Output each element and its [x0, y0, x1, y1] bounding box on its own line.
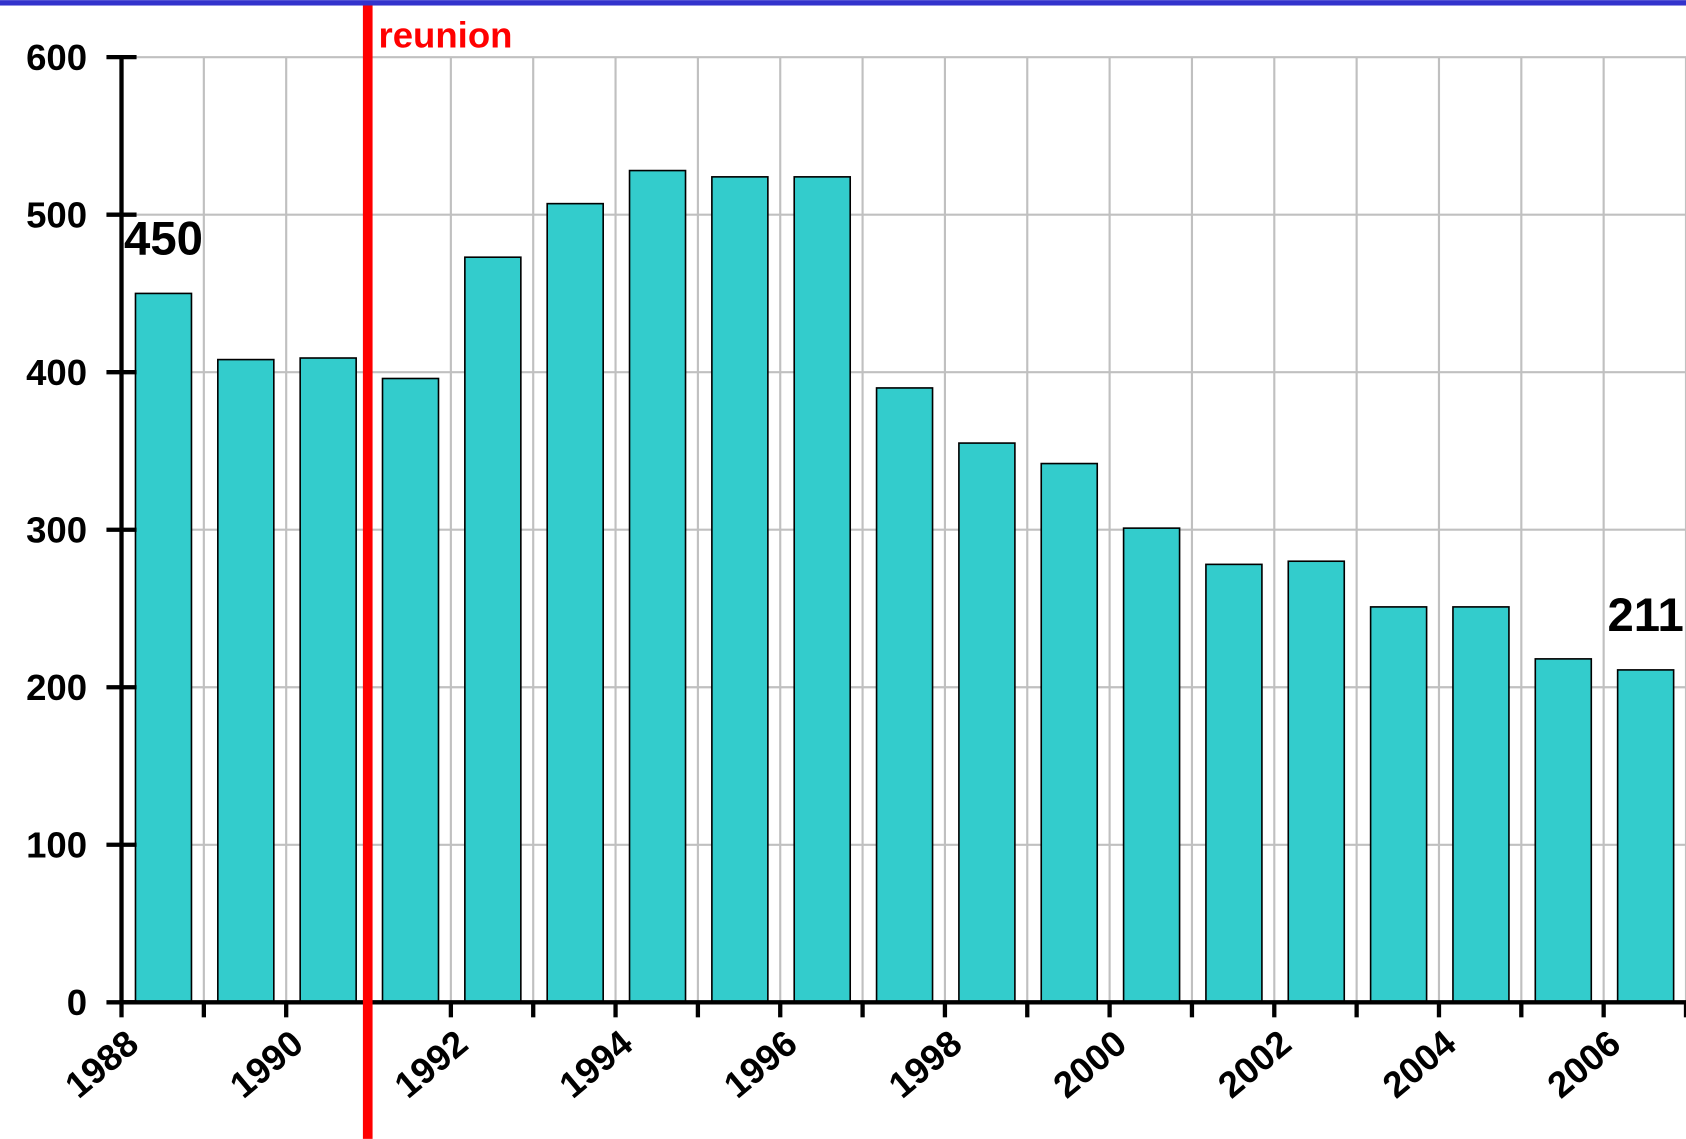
y-tick-label: 300 — [26, 510, 87, 551]
y-tick-label: 400 — [26, 352, 87, 393]
x-tick-label: 1998 — [881, 1022, 970, 1106]
bar — [134, 292, 193, 1004]
x-tick-label: 2002 — [1210, 1022, 1299, 1106]
bar — [217, 358, 275, 1004]
bar — [793, 176, 852, 1004]
y-tick-label: 0 — [67, 982, 87, 1023]
y-tick-label: 200 — [26, 667, 87, 708]
x-tick-label: 1994 — [551, 1022, 640, 1106]
bar — [1287, 560, 1346, 1004]
x-tick-label: 1988 — [57, 1022, 146, 1106]
bar — [299, 357, 357, 1004]
bar — [1452, 606, 1510, 1004]
y-tick-label: 500 — [26, 195, 87, 236]
x-tick-label: 1990 — [222, 1022, 311, 1106]
bar — [711, 176, 769, 1004]
bar — [1040, 462, 1099, 1004]
bar — [628, 169, 687, 1004]
bar — [464, 256, 522, 1004]
bar — [1616, 669, 1675, 1004]
grid — [121, 56, 1686, 1004]
data-label: 450 — [124, 213, 203, 266]
bar — [546, 202, 604, 1004]
x-tick-label: 1996 — [716, 1022, 805, 1106]
bar — [381, 377, 440, 1004]
bar — [875, 387, 934, 1004]
bar — [958, 442, 1016, 1004]
bars: 450 211 — [124, 169, 1684, 1004]
bar — [1369, 606, 1428, 1004]
annotation: reunion — [378, 14, 512, 55]
bar — [1205, 563, 1263, 1004]
y-tick-label: 600 — [26, 37, 87, 78]
bar — [1122, 527, 1181, 1004]
data-label: 211 — [1607, 589, 1683, 642]
x-tick-label: 1992 — [387, 1022, 476, 1106]
x-tick-label: 2004 — [1375, 1022, 1464, 1106]
axes: 0 100 200 300 400 500 600 1988 1990 1992 1994 1996 1… — [26, 37, 1686, 1106]
y-tick-label: 100 — [26, 825, 87, 866]
x-tick-label: 2000 — [1045, 1022, 1134, 1106]
top-band — [0, 0, 1686, 6]
x-tick-label: 2006 — [1540, 1022, 1629, 1106]
bar — [1534, 658, 1593, 1004]
